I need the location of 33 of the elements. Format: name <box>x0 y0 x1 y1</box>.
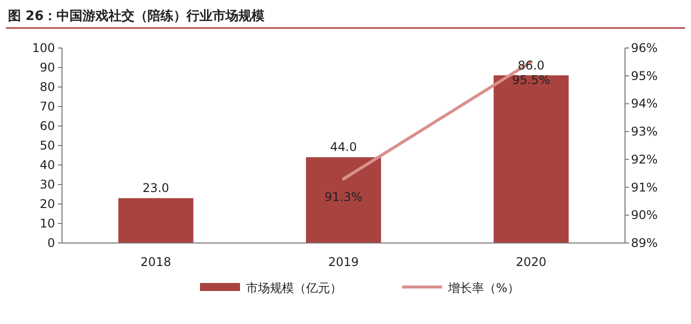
y-tick-label: 70 <box>40 100 55 114</box>
y-tick-label: 90 <box>40 60 55 74</box>
y-tick-label: 10 <box>40 216 55 230</box>
x-tick-label: 2019 <box>328 255 359 269</box>
chart-title: 图 26：中国游戏社交（陪练）行业市场规模 <box>8 8 265 24</box>
data-label: 44.0 <box>330 140 357 154</box>
y2-tick-label: 95% <box>631 68 658 83</box>
bar <box>306 157 382 243</box>
data-label: 86.0 <box>518 58 545 72</box>
y-tick-label: 100 <box>32 41 55 55</box>
bar <box>118 198 194 243</box>
y-tick-label: 50 <box>40 138 55 152</box>
y2-tick-label: 89% <box>631 236 658 250</box>
y-tick-label: 0 <box>47 236 55 250</box>
legend-label: 市场规模（亿元） <box>246 281 342 295</box>
legend-label: 增长率（%） <box>447 281 520 295</box>
y-tick-label: 60 <box>40 119 55 133</box>
y2-tick-label: 91% <box>631 180 658 194</box>
y-tick-label: 20 <box>40 197 55 211</box>
y2-tick-label: 90% <box>631 208 658 222</box>
y-tick-label: 40 <box>40 158 55 172</box>
data-label: 95.5% <box>512 72 550 87</box>
y2-tick-label: 92% <box>631 152 658 166</box>
y-tick-label: 30 <box>40 178 55 192</box>
y2-tick-label: 94% <box>631 96 658 111</box>
data-label: 23.0 <box>142 181 170 196</box>
x-tick-label: 2020 <box>516 255 546 269</box>
y2-tick-label: 96% <box>631 41 658 55</box>
data-label: 91.3% <box>324 190 363 204</box>
y-tick-label: 80 <box>40 80 55 94</box>
x-tick-label: 2018 <box>140 255 172 269</box>
y2-tick-label: 93% <box>631 124 658 139</box>
bar <box>494 75 569 243</box>
